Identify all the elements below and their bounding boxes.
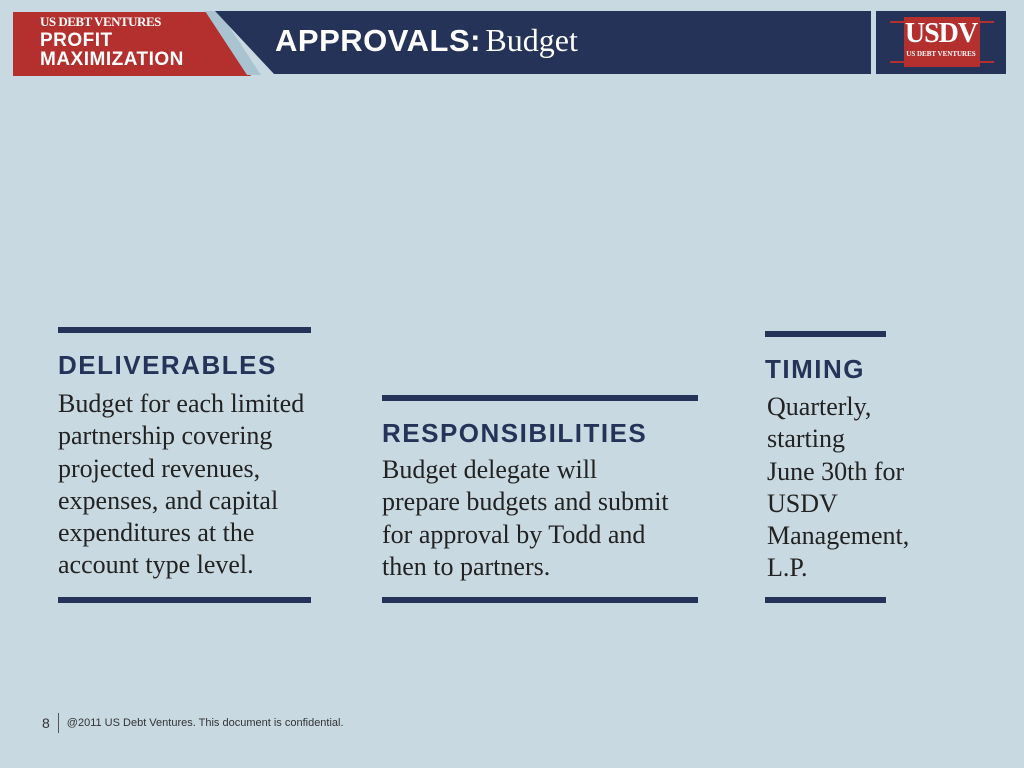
text-line: partnership covering [58,421,273,451]
section-name: PROFIT MAXIMIZATION [40,31,184,69]
rule-bottom [382,597,698,603]
title-rest: Budget [485,22,578,58]
rule-top [765,331,886,337]
text-line: Budget delegate will [382,455,598,484]
title-bold: APPROVALS: [275,23,481,58]
text-line: for approval by Todd and [382,519,646,549]
text-line: expenditures at the [58,518,255,548]
text-line: Budget for each limited [58,389,305,418]
title-bar [215,11,871,74]
rule-bottom [58,597,311,603]
logo-subtext: US DEBT VENTURES [906,50,976,58]
text-line: expenses, and capital [58,485,279,515]
logo-text: USDV [904,18,978,49]
responsibilities-text: Budget delegate will prepare budgets and … [382,454,669,583]
rule-top [382,395,698,401]
text-line: Management, [767,521,910,551]
timing-text: Quarterly, starting June 30th for USDV Manag… [767,391,909,585]
footer-divider [57,713,59,733]
text-line: projected revenues, [58,453,261,483]
section-banner: US DEBT VENTURES PROFIT MAXIMIZATION [13,12,251,76]
text-line: L.P. [767,553,808,583]
responsibilities-heading: RESPONSIBILITIES [382,418,648,448]
text-line: Quarterly, [767,392,872,421]
copyright: @2011 US Debt Ventures. This document is… [66,717,344,729]
section-line-2: MAXIMIZATION [40,49,184,70]
rule-top [58,327,311,333]
text-line: June 30th for [767,456,905,486]
text-line: starting [767,424,845,454]
deliverables-text: Budget for each limited partnership cover… [58,388,304,582]
rule-bottom [765,597,886,603]
usdv-logo: USDV US DEBT VENTURES [876,11,1006,74]
section-line-1: PROFIT [40,30,113,51]
text-line: prepare budgets and submit [382,487,669,517]
company-name: US DEBT VENTURES [40,14,161,29]
page-number: 8 [42,715,50,731]
text-line: then to partners. [382,551,551,581]
text-line: account type level. [58,550,254,580]
footer: 8 @2011 US Debt Ventures. This document … [42,713,344,733]
text-line: USDV [767,488,838,518]
page-title: APPROVALS: Budget [275,22,578,59]
timing-heading: TIMING [765,354,865,384]
deliverables-heading: DELIVERABLES [58,350,277,380]
